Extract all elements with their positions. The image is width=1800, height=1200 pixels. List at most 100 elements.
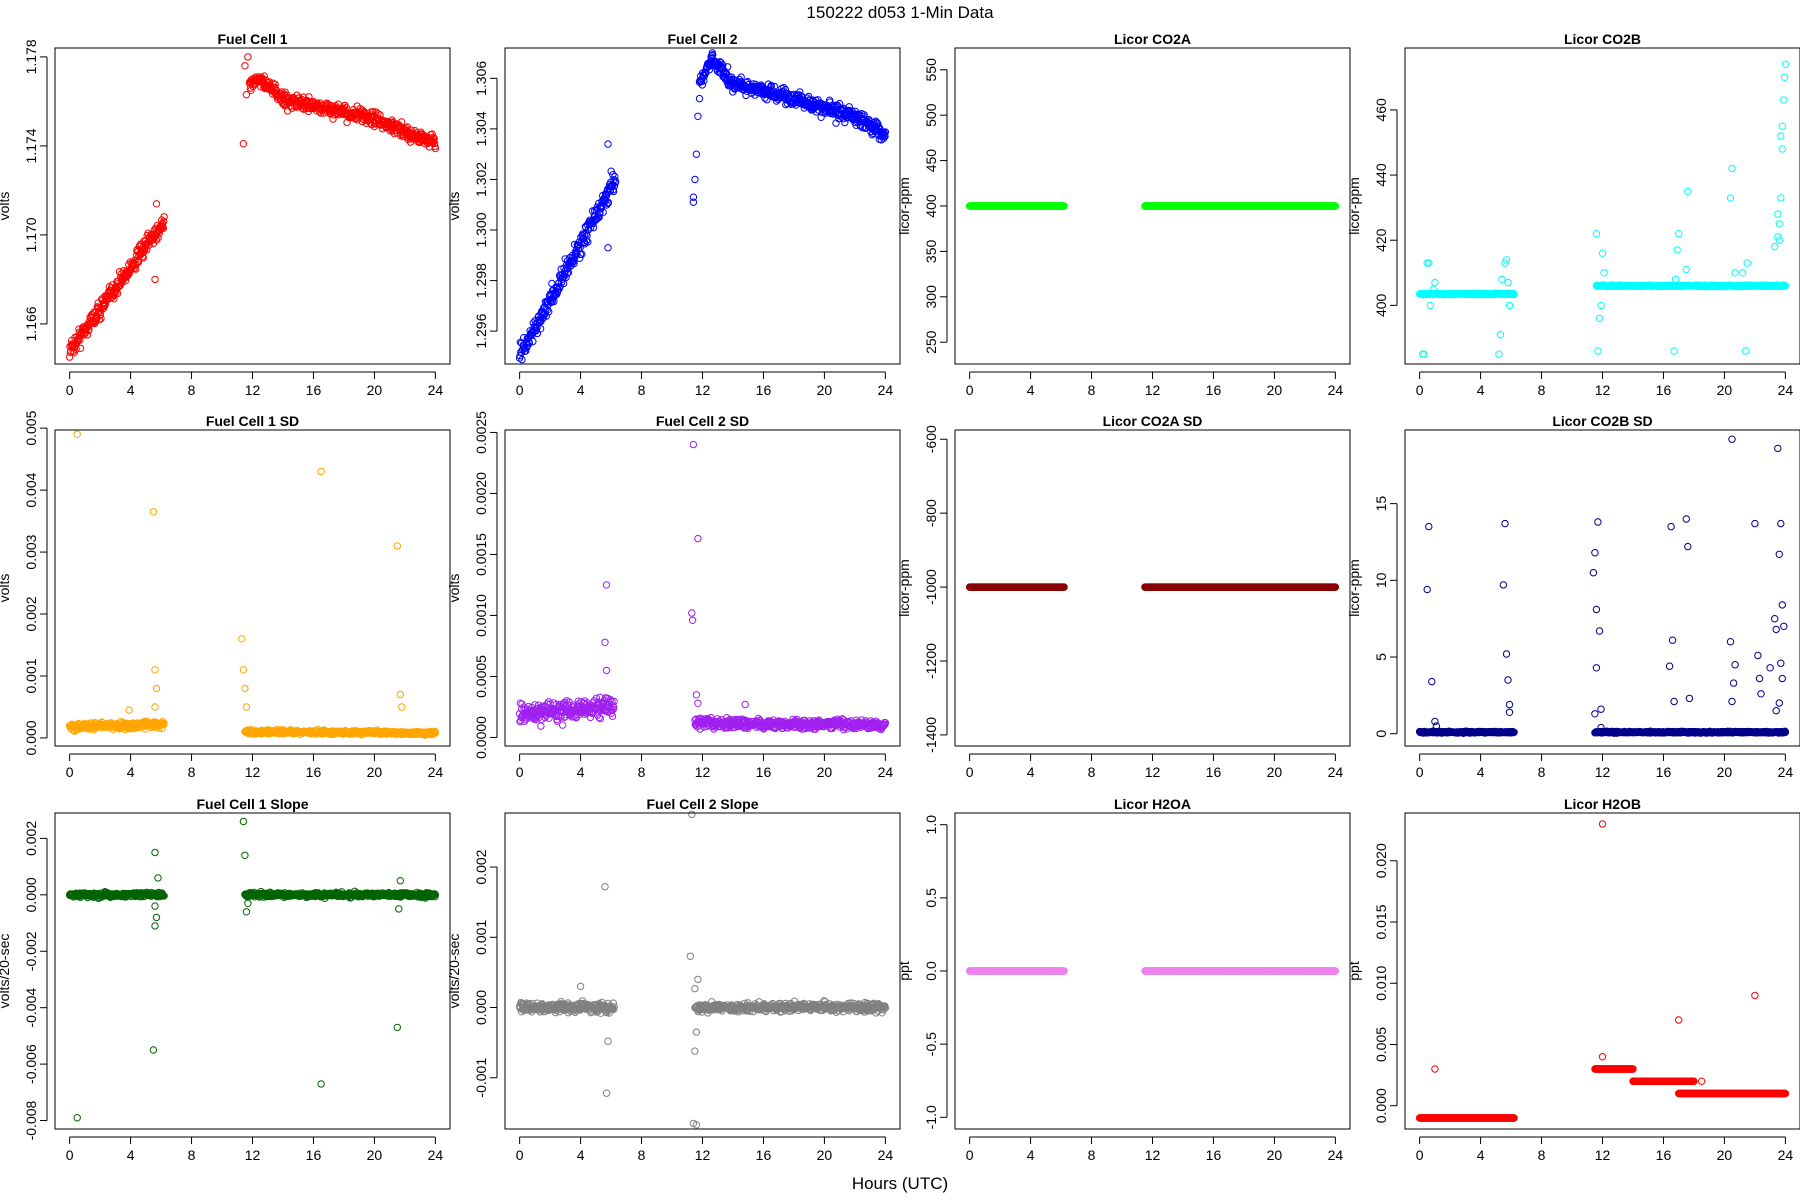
- x-tick-label: 0: [66, 382, 74, 398]
- data-point: [151, 666, 159, 674]
- data-point: [692, 691, 701, 699]
- data-point: [518, 355, 526, 364]
- data-point: [431, 144, 440, 153]
- data-point: [1498, 275, 1506, 283]
- data-point: [1597, 301, 1605, 310]
- data-point: [563, 264, 571, 272]
- x-tick-label: 8: [188, 764, 196, 780]
- data-point: [110, 295, 118, 303]
- y-axis-label: volts: [0, 192, 12, 221]
- data-point: [238, 635, 246, 643]
- data-point: [607, 167, 615, 175]
- data-point: [1739, 269, 1747, 277]
- data-point: [705, 65, 714, 74]
- panel-title: Fuel Cell 1 SD: [206, 413, 299, 429]
- data-point: [244, 53, 252, 61]
- data-point: [1419, 350, 1427, 358]
- y-tick-label: 1.300: [473, 212, 489, 247]
- data-point: [604, 140, 612, 148]
- data-point: [239, 666, 248, 674]
- data-point: [397, 118, 406, 126]
- data-point: [1743, 259, 1752, 267]
- x-tick-label: 12: [1145, 382, 1161, 398]
- x-tick-label: 24: [1328, 382, 1344, 398]
- y-tick-label: 1.306: [473, 61, 489, 96]
- x-tick-label: 20: [1717, 382, 1733, 398]
- data-point: [1781, 60, 1790, 69]
- data-point: [114, 283, 123, 291]
- data-point: [595, 213, 603, 221]
- x-tick-label: 12: [695, 382, 711, 398]
- x-tick-label: 0: [66, 764, 74, 780]
- panel-7: Licor CO2A SD0 4 8 12 16 20 24-1400-1200-1000-…: [896, 413, 1351, 780]
- data-point: [393, 542, 401, 550]
- data-point: [698, 81, 706, 89]
- y-tick-label: 1.178: [23, 39, 39, 74]
- y-tick-label: 1.302: [473, 162, 489, 197]
- x-tick-label: 12: [695, 764, 711, 780]
- x-tick-label: 12: [245, 382, 261, 398]
- data-point: [599, 208, 607, 216]
- data-point: [537, 722, 545, 730]
- data-points: [65, 53, 440, 361]
- panel-title: Fuel Cell 2 SD: [656, 413, 749, 429]
- y-tick-label: 550: [923, 58, 939, 82]
- data-point: [85, 326, 93, 334]
- data-point: [695, 94, 704, 103]
- data-point: [611, 177, 620, 186]
- y-tick-label: 460: [1373, 98, 1389, 122]
- data-point: [584, 225, 593, 234]
- x-tick-label: 0: [966, 382, 974, 398]
- data-point: [260, 72, 268, 80]
- data-point: [242, 91, 251, 99]
- panel-title: Fuel Cell 1: [217, 31, 287, 47]
- data-point: [694, 699, 702, 707]
- data-point: [780, 84, 788, 92]
- data-point: [529, 337, 537, 346]
- y-tick-label: 0.003: [23, 534, 39, 569]
- x-tick-label: 0: [516, 764, 524, 780]
- x-tick-label: 24: [428, 764, 444, 780]
- data-point: [1594, 347, 1602, 355]
- data-point: [1726, 194, 1735, 202]
- x-tick-label: 8: [638, 382, 646, 398]
- data-points: [515, 440, 890, 734]
- x-tick-label: 24: [878, 382, 894, 398]
- x-tick-label: 20: [817, 764, 833, 780]
- panel-title: Licor CO2A SD: [1103, 413, 1203, 429]
- y-axis-label: licor-ppm: [1346, 177, 1362, 235]
- y-tick-label: 350: [923, 240, 939, 264]
- y-tick-label: 0.0000: [473, 716, 489, 759]
- data-point: [242, 703, 251, 711]
- data-points: [965, 583, 1340, 591]
- x-tick-label: 20: [367, 764, 383, 780]
- data-point: [1728, 164, 1736, 173]
- data-point: [543, 306, 552, 314]
- data-point: [160, 213, 168, 221]
- y-tick-label: 0.0025: [473, 411, 489, 454]
- data-point: [1731, 269, 1739, 277]
- data-points: [515, 49, 890, 364]
- data-point: [160, 217, 168, 226]
- x-tick-label: 16: [306, 764, 322, 780]
- plot-frame: [504, 47, 901, 365]
- data-point: [1684, 187, 1692, 196]
- y-tick-label: 1.298: [473, 263, 489, 298]
- y-tick-label: 450: [923, 149, 939, 173]
- data-point: [723, 63, 732, 71]
- data-point: [689, 440, 698, 449]
- data-point: [96, 311, 104, 319]
- data-point: [604, 198, 613, 207]
- data-point: [563, 269, 571, 277]
- data-point: [152, 236, 161, 244]
- data-point: [817, 113, 825, 122]
- y-tick-label: 1.296: [473, 313, 489, 348]
- data-point: [609, 187, 618, 196]
- y-axis-label: volts: [0, 574, 12, 603]
- data-point: [536, 325, 545, 333]
- x-tick-label: 24: [428, 382, 444, 398]
- x-tick-label: 16: [756, 764, 772, 780]
- data-point: [1673, 246, 1681, 254]
